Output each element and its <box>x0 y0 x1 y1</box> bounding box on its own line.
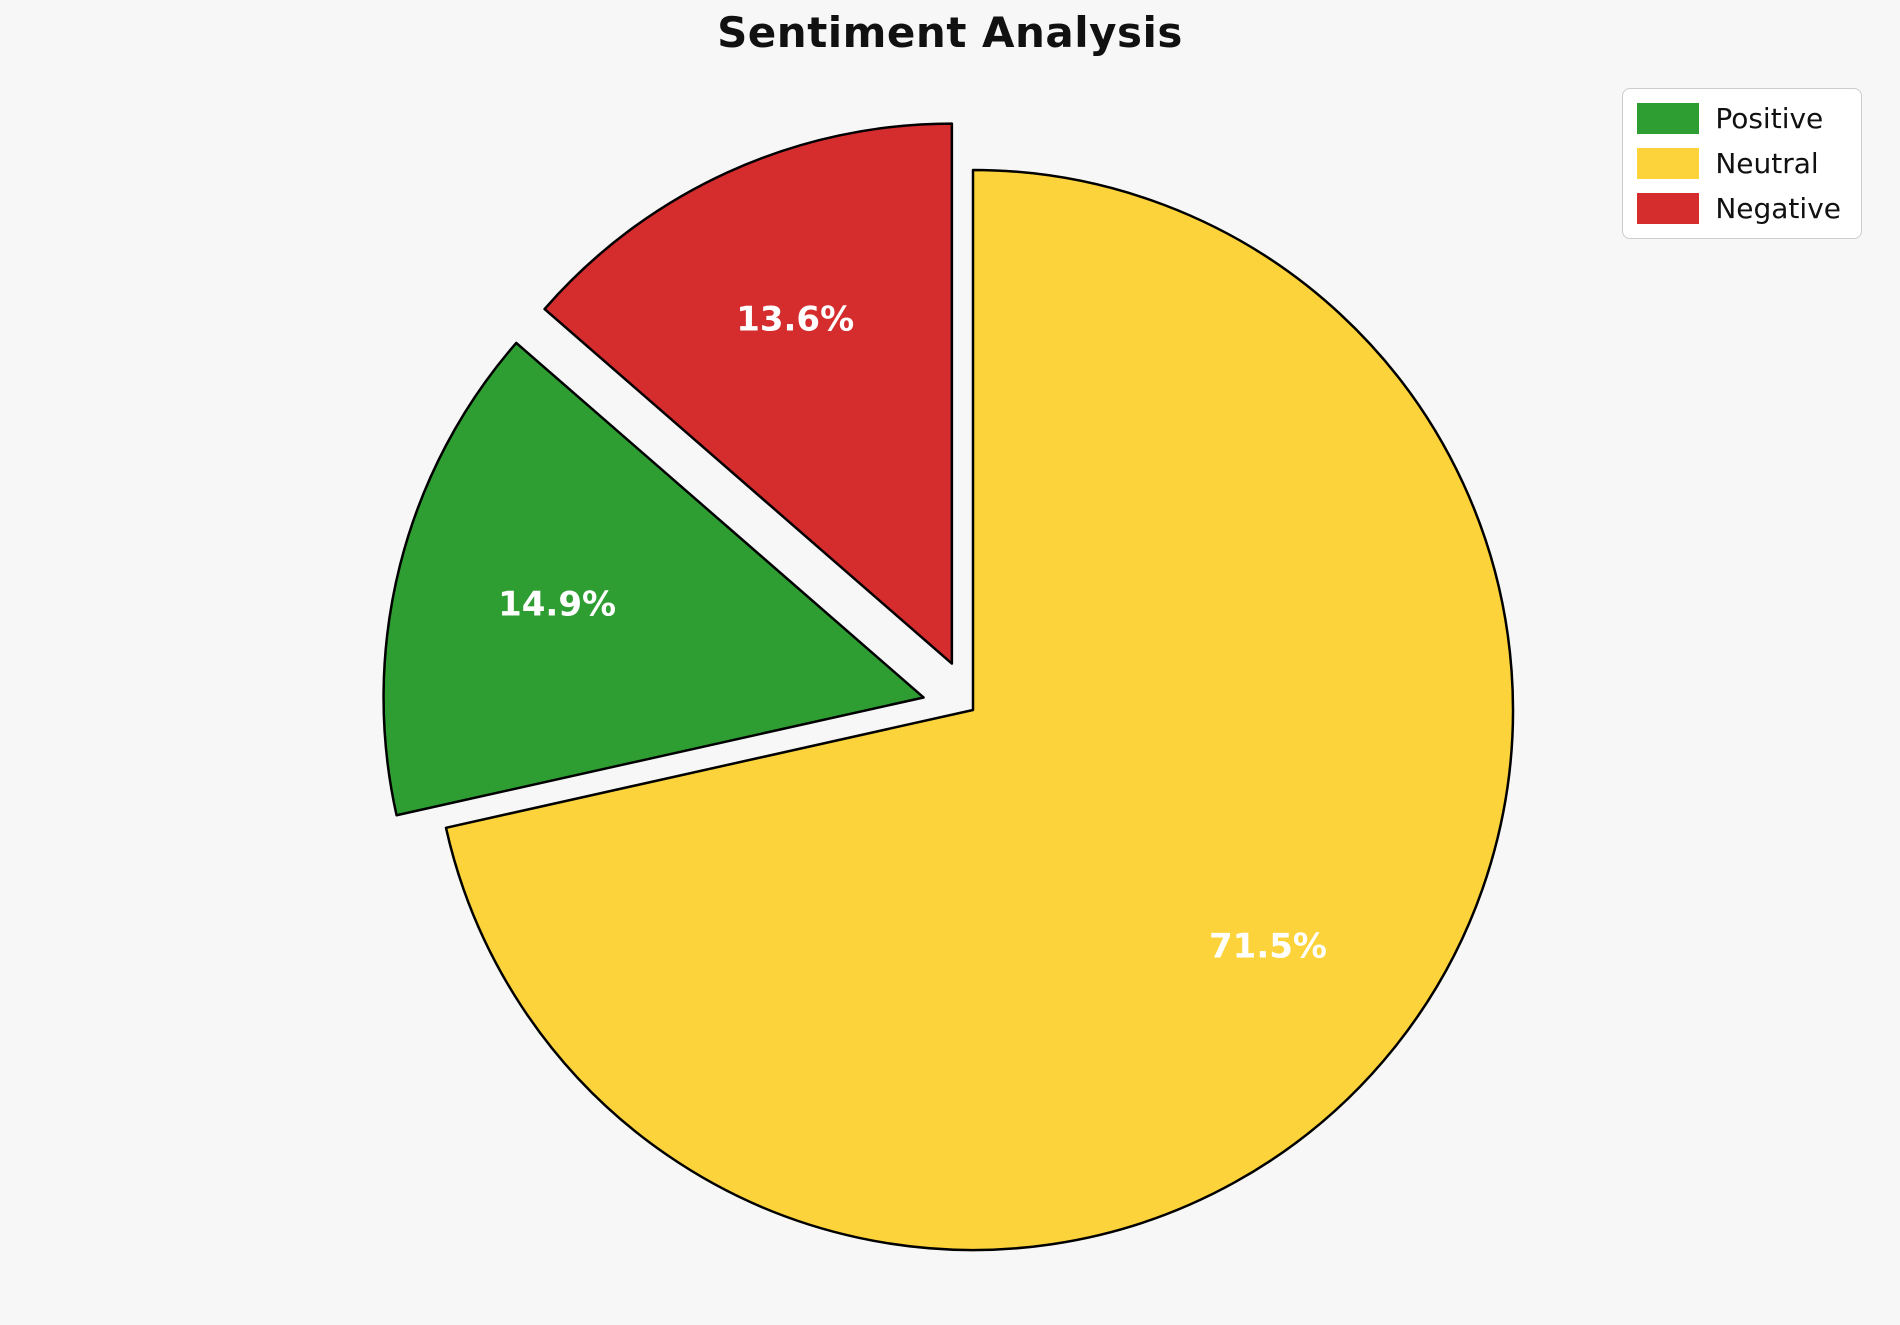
chart-title: Sentiment Analysis <box>717 8 1183 57</box>
legend-item-neutral: Neutral <box>1637 148 1841 179</box>
legend-label-neutral: Neutral <box>1715 146 1819 180</box>
pct-label-negative: 13.6% <box>736 300 854 340</box>
legend-swatch-positive <box>1637 103 1700 134</box>
legend-label-positive: Positive <box>1715 101 1824 135</box>
legend-item-negative: Negative <box>1637 193 1841 224</box>
legend-box: Positive Neutral Negative <box>1622 88 1862 239</box>
legend-swatch-neutral <box>1637 148 1700 179</box>
pie-slice-positive <box>382 341 925 817</box>
pie-slice-negative <box>543 122 954 665</box>
pie-slice-neutral <box>444 168 1515 1252</box>
pct-label-neutral: 71.5% <box>1209 926 1327 966</box>
legend-item-positive: Positive <box>1637 103 1841 134</box>
legend-label-negative: Negative <box>1715 191 1841 225</box>
pct-label-positive: 14.9% <box>498 585 616 625</box>
legend-swatch-negative <box>1637 193 1700 224</box>
